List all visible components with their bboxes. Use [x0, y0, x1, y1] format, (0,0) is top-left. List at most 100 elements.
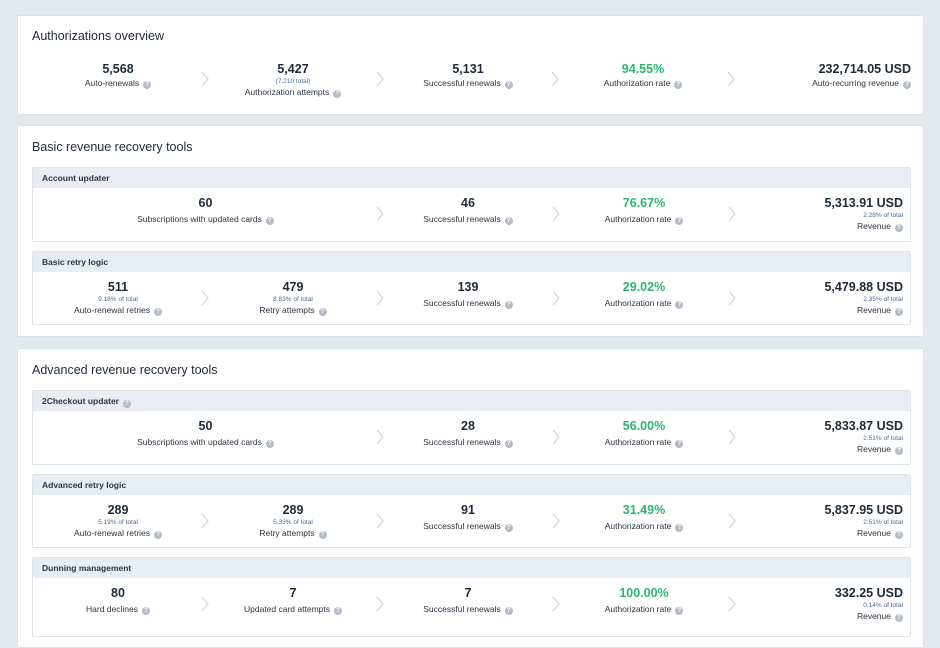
- help-icon[interactable]: ?: [334, 607, 342, 615]
- metric-revenue: 332.25 USD 0.14% of total Revenue?: [753, 585, 903, 622]
- chevron-right-icon: [376, 290, 384, 306]
- section-title: Dunning management: [33, 558, 910, 578]
- help-icon[interactable]: ?: [895, 614, 903, 622]
- metric-value: 91: [461, 503, 475, 517]
- help-icon[interactable]: ?: [123, 400, 131, 408]
- account-updater-section: Account updater 60 Subscriptions with up…: [32, 167, 911, 242]
- metric-value: 56.00%: [622, 419, 666, 433]
- metric-label: Auto-renewal retries: [73, 528, 151, 538]
- metric-value: 5,131: [452, 62, 484, 76]
- metric-value: 31.49%: [622, 503, 666, 517]
- metric-retry-attempts: 289 5.33% of total Retry attempts?: [233, 502, 353, 539]
- help-icon[interactable]: ?: [675, 301, 684, 309]
- metric-successful-renewals: 91 Successful renewals?: [408, 502, 528, 532]
- chevron-right-icon: [201, 290, 209, 306]
- metric-label: Authorization rate: [604, 521, 672, 531]
- help-icon[interactable]: ?: [504, 301, 513, 309]
- help-icon[interactable]: ?: [895, 531, 903, 539]
- metric-label: Authorization attempts: [244, 87, 330, 97]
- metric-label: Successful renewals: [423, 298, 501, 308]
- help-icon[interactable]: ?: [504, 217, 513, 225]
- metric-successful-renewals: 46 Successful renewals?: [408, 195, 528, 225]
- metric-label: Auto-recurring revenue: [812, 78, 899, 88]
- help-icon[interactable]: ?: [674, 81, 683, 89]
- metric-value: 5,833.87 USD: [824, 419, 903, 433]
- chevron-right-icon: [201, 71, 209, 87]
- metric-value: 50: [198, 419, 213, 433]
- metric-value: 94.55%: [621, 62, 665, 76]
- metric-authorization-rate: 29.02% Authorization rate?: [584, 279, 704, 309]
- metric-auto-renewal-retries: 289 5.19% of total Auto-renewal retries?: [58, 502, 178, 539]
- metric-authorization-rate: 94.55% Authorization rate?: [583, 61, 703, 89]
- metric-authorization-rate: 31.49% Authorization rate?: [584, 502, 704, 532]
- metric-label: Authorization rate: [604, 437, 672, 447]
- metric-value: 511: [107, 280, 129, 294]
- metric-value: 332.25 USD: [834, 586, 903, 600]
- help-icon[interactable]: ?: [675, 607, 684, 615]
- metric-value: 28: [461, 419, 475, 433]
- help-icon[interactable]: ?: [154, 531, 163, 539]
- metric-label: Retry attempts: [259, 528, 315, 538]
- metric-successful-renewals: 5,131 Successful renewals?: [408, 61, 528, 89]
- help-icon[interactable]: ?: [675, 440, 684, 448]
- metric-label: Subscriptions with updated cards: [137, 437, 262, 447]
- metric-sub: 9.18% of total: [98, 296, 138, 303]
- metric-label: Revenue: [856, 444, 891, 454]
- help-icon[interactable]: ?: [141, 607, 150, 615]
- metric-label: Successful renewals: [423, 78, 501, 88]
- help-icon[interactable]: ?: [318, 531, 327, 539]
- metric-sub: 8.83% of total: [273, 296, 313, 303]
- help-icon[interactable]: ?: [504, 524, 513, 532]
- metric-value: 5,313.91 USD: [824, 196, 903, 210]
- basic-recovery-card: Basic revenue recovery tools Account upd…: [17, 125, 924, 337]
- chevron-right-icon: [552, 596, 560, 612]
- metric-revenue: 5,313.91 USD 2.28% of total Revenue?: [753, 195, 903, 232]
- chevron-right-icon: [727, 71, 735, 87]
- chevron-right-icon: [728, 206, 736, 222]
- metric-label: Revenue: [856, 221, 891, 231]
- metric-successful-renewals: 28 Successful renewals?: [408, 418, 528, 448]
- chevron-right-icon: [728, 290, 736, 306]
- chevron-right-icon: [552, 290, 560, 306]
- help-icon[interactable]: ?: [903, 81, 911, 89]
- metric-label: Authorization rate: [603, 78, 671, 88]
- help-icon[interactable]: ?: [318, 308, 327, 316]
- help-icon[interactable]: ?: [675, 524, 684, 532]
- metric-authorization-attempts: 5,427 (7,210 total) Authorization attemp…: [223, 61, 363, 98]
- metric-auto-renewals: 5,568 Auto-renewals?: [58, 61, 178, 89]
- help-icon[interactable]: ?: [504, 440, 513, 448]
- metric-value: 29.02%: [622, 280, 666, 294]
- help-icon[interactable]: ?: [143, 81, 152, 89]
- metric-updated-cards: 60 Subscriptions with updated cards?: [113, 195, 298, 225]
- help-icon[interactable]: ?: [333, 90, 342, 98]
- chevron-right-icon: [728, 429, 736, 445]
- help-icon[interactable]: ?: [154, 308, 163, 316]
- basic-title: Basic revenue recovery tools: [32, 140, 193, 154]
- chevron-right-icon: [201, 596, 209, 612]
- overview-title: Authorizations overview: [32, 29, 165, 43]
- metric-value: 139: [457, 280, 479, 294]
- dunning-management-section: Dunning management 80 Hard declines? 7 U…: [32, 557, 911, 637]
- help-icon[interactable]: ?: [895, 447, 903, 455]
- metric-value: 7: [464, 586, 472, 600]
- advanced-retry-logic-section: Advanced retry logic 289 5.19% of total …: [32, 474, 911, 548]
- section-title: Basic retry logic: [33, 252, 910, 272]
- metric-label: Retry attempts: [259, 305, 315, 315]
- help-icon[interactable]: ?: [675, 217, 684, 225]
- section-title-text: 2Checkout updater: [42, 396, 119, 406]
- metric-value: 7: [289, 586, 297, 600]
- chevron-right-icon: [376, 206, 384, 222]
- metric-authorization-rate: 100.00% Authorization rate?: [584, 585, 704, 615]
- help-icon[interactable]: ?: [265, 440, 274, 448]
- help-icon[interactable]: ?: [895, 224, 903, 232]
- help-icon[interactable]: ?: [504, 607, 513, 615]
- help-icon[interactable]: ?: [895, 308, 903, 316]
- help-icon[interactable]: ?: [265, 217, 274, 225]
- metric-label: Authorization rate: [604, 214, 672, 224]
- metric-label: Revenue: [856, 611, 891, 621]
- authorizations-overview-card: Authorizations overview 5,568 Auto-renew…: [17, 15, 924, 115]
- chevron-right-icon: [376, 513, 384, 529]
- metric-label: Authorization rate: [604, 298, 672, 308]
- help-icon[interactable]: ?: [504, 81, 513, 89]
- metric-updated-cards: 50 Subscriptions with updated cards?: [113, 418, 298, 448]
